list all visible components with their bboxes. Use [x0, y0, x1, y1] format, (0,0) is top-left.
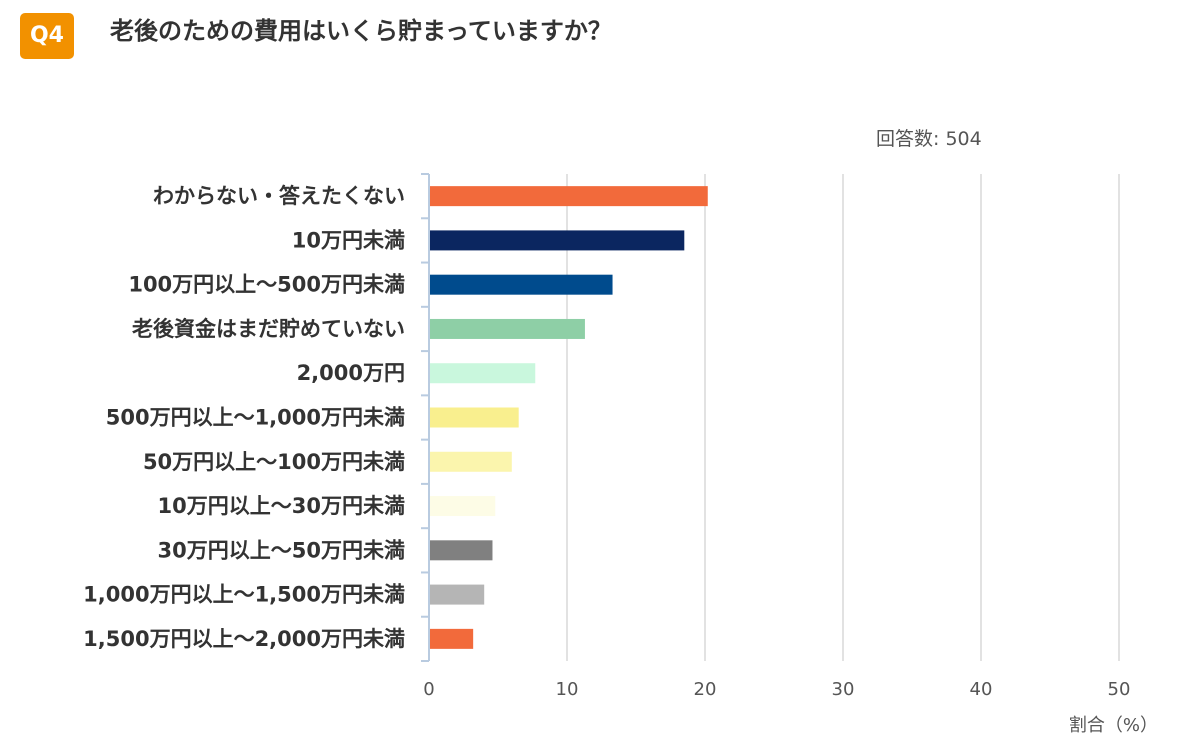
bar: [430, 496, 496, 517]
category-label: 2,000万円: [297, 361, 405, 385]
x-tick-label: 50: [1108, 679, 1131, 700]
category-label: 100万円以上～500万円未満: [128, 273, 405, 297]
bar: [430, 628, 474, 649]
category-label: 10万円以上～30万円未満: [158, 494, 405, 518]
question-title: 老後のための費用はいくら貯まっていますか？: [110, 17, 612, 45]
category-label: 老後資金はまだ貯めていない: [132, 317, 405, 341]
bar: [430, 274, 613, 295]
x-tick-label: 30: [832, 679, 855, 700]
bar: [430, 186, 708, 207]
x-tick-label: 10: [556, 679, 579, 700]
category-label: 50万円以上～100万円未満: [143, 450, 405, 474]
category-label: 1,500万円以上～2,000万円未満: [83, 627, 405, 651]
x-tick-label: 0: [423, 679, 434, 700]
bar: [430, 230, 685, 251]
bar: [430, 407, 519, 428]
respondent-count: 回答数: 504: [876, 128, 982, 150]
bar: [430, 318, 585, 339]
category-label: 500万円以上～1,000万円未満: [106, 406, 405, 430]
x-tick-label: 20: [694, 679, 717, 700]
x-tick-label: 40: [970, 679, 993, 700]
category-label: 10万円未満: [292, 228, 405, 252]
category-label: 30万円以上～50万円未満: [158, 538, 405, 562]
category-label: 1,000万円以上～1,500万円未満: [83, 583, 405, 607]
question-badge: Q4: [20, 13, 74, 59]
bar: [430, 540, 493, 561]
bar: [430, 584, 485, 605]
bar: [430, 451, 512, 472]
bar: [430, 363, 536, 384]
category-label: わからない・答えたくない: [153, 184, 405, 208]
x-axis-title: 割合（%）: [1069, 715, 1158, 736]
